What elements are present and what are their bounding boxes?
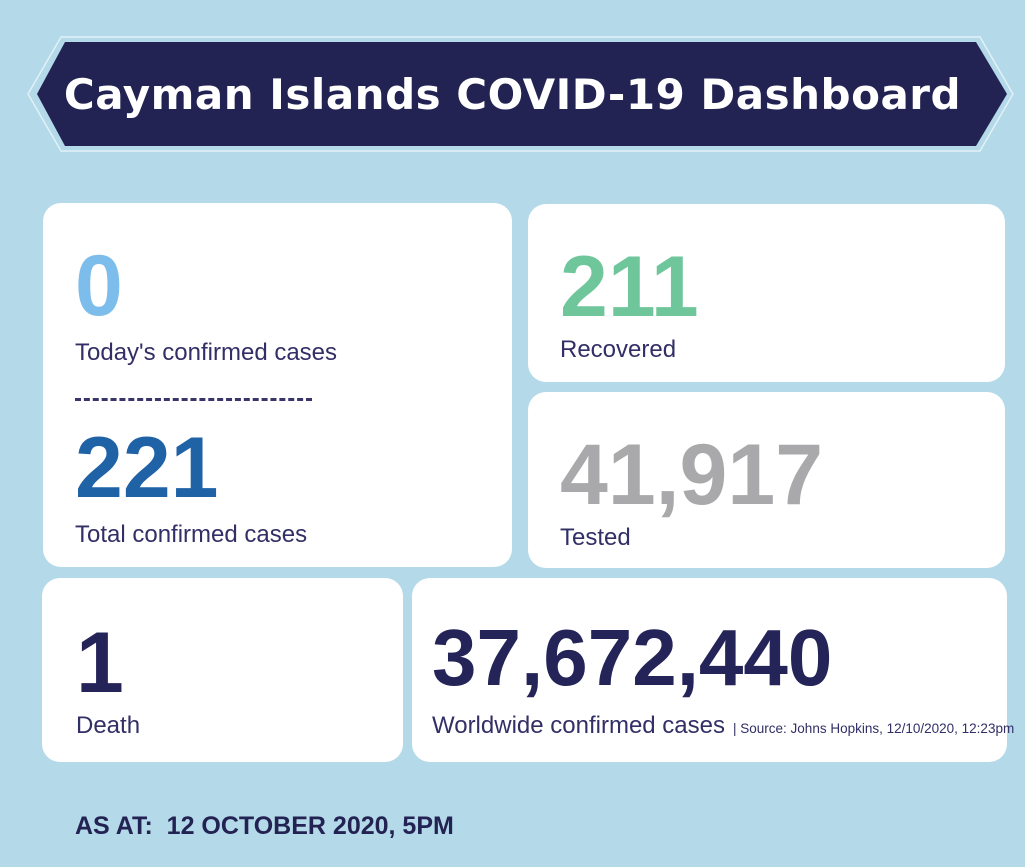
worldwide-label-row: Worldwide confirmed cases | Source: John…	[432, 710, 1014, 741]
dashed-divider	[75, 398, 312, 402]
death-value: 1	[76, 615, 124, 711]
worldwide-value: 37,672,440	[432, 613, 833, 702]
banner-ribbon-outline	[27, 36, 1014, 152]
total-confirmed-cases-label: Total confirmed cases	[75, 521, 308, 549]
banner-ribbon-shape	[37, 42, 1007, 146]
card-confirmed-cases: 0 Today's confirmed cases 221 Total conf…	[43, 203, 512, 567]
todays-confirmed-cases-value: 0	[75, 238, 123, 334]
banner-ribbon	[27, 36, 1014, 152]
card-tested: 41,917 Tested	[528, 392, 1005, 568]
todays-confirmed-cases-label: Today's confirmed cases	[75, 339, 338, 366]
card-death: 1 Death	[42, 578, 403, 762]
as-at-date: AS AT: 12 OCTOBER 2020, 5PM	[75, 812, 454, 840]
recovered-label: Recovered	[560, 336, 677, 363]
tested-value: 41,917	[560, 427, 824, 523]
card-recovered: 211 Recovered	[528, 204, 1005, 382]
death-label: Death	[76, 712, 141, 739]
worldwide-label: Worldwide confirmed cases	[432, 712, 726, 739]
card-worldwide: 37,672,440 Worldwide confirmed cases | S…	[412, 578, 1014, 762]
page-title: Cayman Islands COVID-19 Dashboard	[63, 70, 962, 119]
total-confirmed-cases-value: 221	[75, 420, 219, 517]
recovered-value: 211	[560, 239, 699, 335]
worldwide-source-note: | Source: Johns Hopkins, 12/10/2020, 12:…	[733, 721, 1015, 736]
tested-label: Tested	[560, 524, 631, 551]
